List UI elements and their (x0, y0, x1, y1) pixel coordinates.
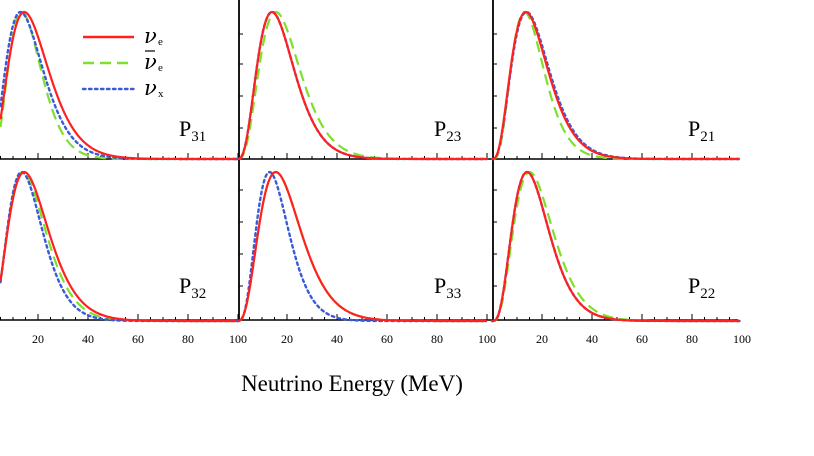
curve-P22-nu_e (491, 170, 740, 323)
x-tick-label: 40 (331, 332, 343, 346)
labels-layer: 20 40 60 80 100 20 40 60 80 100 20 40 60 80 100 P31 P23 P… (32, 24, 751, 346)
x-tick-label: 40 (586, 332, 598, 346)
x-tick-label: 80 (686, 332, 698, 346)
legend-symbol-nubar_e: ν (144, 50, 157, 74)
curve-P33-nu_e (236, 170, 487, 323)
panel-label-P23: P23 (434, 116, 461, 145)
panel-P33 (235, 170, 489, 323)
panel-label-P32: P32 (179, 273, 206, 302)
panel-P21 (490, 10, 741, 161)
legend-symbol-nu_e: ν (144, 24, 157, 48)
panel-P32 (0, 170, 240, 323)
x-tick-label: 60 (636, 332, 648, 346)
curve-P31-nu_e (0, 10, 238, 161)
x-tick-label: 100 (229, 332, 247, 346)
x-axis-title: Neutrino Energy (MeV) (241, 371, 463, 396)
x-tick-label: 20 (536, 332, 548, 346)
panel-P31 (0, 10, 240, 161)
panel-label-P22: P22 (688, 273, 715, 302)
legend-subscript-nubar_e: e (158, 62, 163, 74)
legend-symbol-nu_x: ν (144, 76, 157, 100)
x-tick-label: 40 (82, 332, 94, 346)
x-tick-label: 20 (281, 332, 293, 346)
curve-P21-nu_e (491, 10, 740, 161)
legend: ν eν eν x (81, 24, 164, 100)
legend-subscript-nu_e: e (158, 36, 163, 48)
x-tick-label: 80 (182, 332, 194, 346)
x-tick-label: 20 (32, 332, 44, 346)
x-tick-label: 60 (132, 332, 144, 346)
x-tick-label: 80 (431, 332, 443, 346)
panel-label-P21: P21 (688, 116, 715, 145)
legend-subscript-nu_x: x (158, 88, 164, 100)
panel-P22 (490, 170, 741, 323)
panel-label-P31: P31 (179, 116, 206, 145)
panels-layer (0, 0, 741, 323)
curve-P32-nu_e (0, 170, 238, 323)
x-tick-label: 60 (381, 332, 393, 346)
x-tick-label: 100 (733, 332, 751, 346)
panel-label-P33: P33 (434, 273, 461, 302)
x-tick-label: 100 (478, 332, 496, 346)
curve-P22-nubar_e (491, 170, 740, 323)
curve-P23-nu_e (236, 10, 487, 161)
panel-P23 (235, 10, 489, 161)
